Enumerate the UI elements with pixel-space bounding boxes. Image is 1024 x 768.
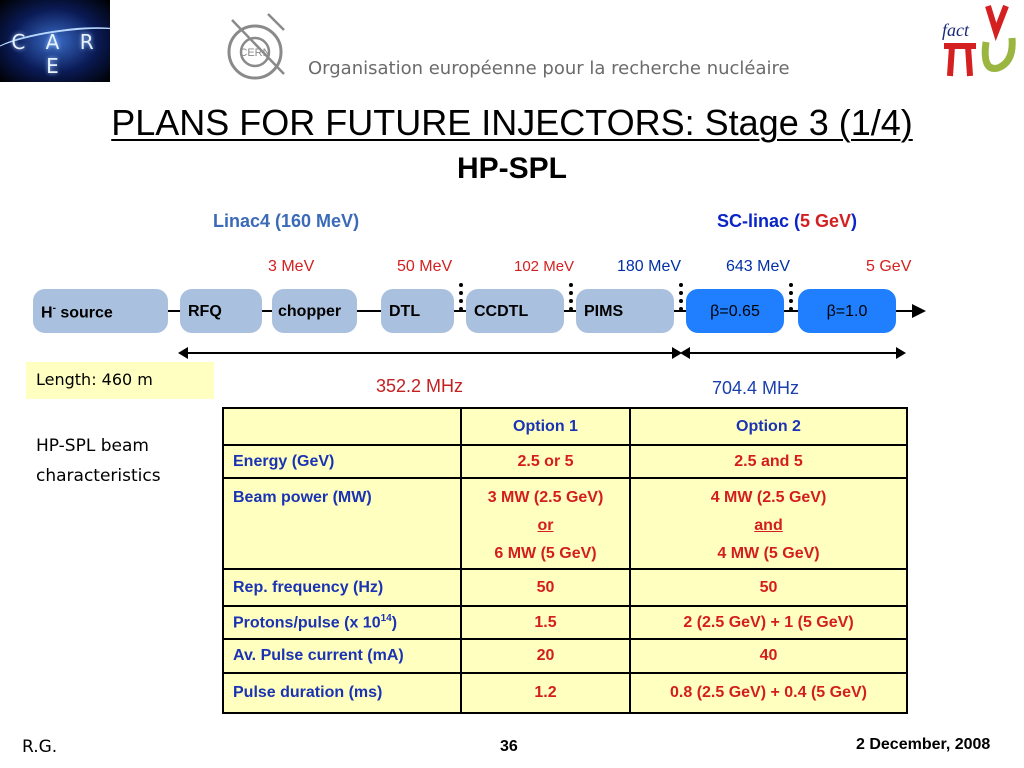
connector: [674, 310, 686, 312]
footer-author: R.G.: [22, 737, 58, 757]
connector: [357, 310, 381, 312]
beam-characteristics-table: Option 1 Option 2 Energy (GeV) 2.5 or 5 …: [222, 407, 908, 714]
separator-dots: [789, 283, 793, 311]
energy-180mev: 180 MeV: [617, 258, 682, 275]
energy-5gev: 5 GeV: [866, 258, 912, 275]
cell-value: 2 (2.5 GeV) + 1 (5 GeV): [629, 605, 908, 640]
cell-value: 50: [460, 568, 631, 607]
connector: [564, 310, 576, 312]
sc-linac-label: SC-linac (5 GeV): [717, 211, 858, 231]
cern-logo-text: CERN: [239, 47, 270, 59]
organisation-name: Organisation européenne pour la recherch…: [308, 58, 790, 79]
table-row: Pulse duration (ms) 1.2 0.8 (2.5 GeV) + …: [222, 672, 908, 714]
span-352mhz: [186, 352, 676, 354]
energy-50mev: 50 MeV: [397, 258, 453, 275]
factv-logo: fact: [942, 4, 1016, 77]
row-label: Beam power (MW): [222, 477, 462, 570]
table-row: Av. Pulse current (mA) 20 40: [222, 638, 908, 674]
arrow-right-icon: [896, 347, 906, 359]
row-label: Protons/pulse (x 1014): [222, 605, 462, 640]
connector: [262, 310, 272, 312]
arrow-right-icon: [672, 347, 682, 359]
arrow-left-icon: [680, 347, 690, 359]
table-row: Beam power (MW) 3 MW (2.5 GeV) or 6 MW (…: [222, 477, 908, 570]
frequency-352: 352.2 MHz: [376, 376, 464, 396]
connector: [454, 310, 466, 312]
cell-value: 3 MW (2.5 GeV) or 6 MW (5 GeV): [460, 477, 631, 570]
chopper-box: chopper: [272, 289, 357, 333]
table-header-option2: Option 2: [629, 407, 908, 446]
cell-value: 2.5 or 5: [460, 444, 631, 479]
ccdtl-box: CCDTL: [466, 289, 564, 333]
cell-value: 20: [460, 638, 631, 674]
page-number: 36: [500, 738, 518, 755]
table-header-option1: Option 1: [460, 407, 631, 446]
beam-arrow-icon: [912, 304, 926, 318]
fact-logo-text: fact: [942, 20, 970, 40]
connector: [784, 310, 798, 312]
footer-date: 2 December, 2008: [856, 736, 991, 753]
cell-value: 50: [629, 568, 908, 607]
table-row: Option 1 Option 2: [222, 407, 908, 446]
slide-title: PLANS FOR FUTURE INJECTORS: Stage 3 (1/4…: [111, 102, 913, 143]
table-row: Energy (GeV) 2.5 or 5 2.5 and 5: [222, 444, 908, 479]
beam-line: [896, 310, 914, 312]
sc-linac-energy: 5 GeV: [800, 211, 852, 231]
slide-subtitle: HP-SPL: [456, 152, 567, 185]
separator-dots: [459, 283, 463, 311]
connector: [168, 310, 180, 312]
beam-characteristics-note: HP-SPL beam characteristics: [36, 436, 161, 486]
row-label: Pulse duration (ms): [222, 672, 462, 714]
table-row: Protons/pulse (x 1014) 1.5 2 (2.5 GeV) +…: [222, 605, 908, 640]
dtl-box: DTL: [381, 289, 454, 333]
frequency-704: 704.4 MHz: [712, 378, 800, 398]
h-source-box: H- source: [33, 289, 168, 333]
care-logo: C A R E: [0, 0, 110, 82]
table-header-empty: [222, 407, 462, 446]
length-note: Length: 460 m: [26, 362, 214, 399]
energy-102mev: 102 MeV: [514, 258, 575, 275]
cell-value: 2.5 and 5: [629, 444, 908, 479]
cell-value: 0.8 (2.5 GeV) + 0.4 (5 GeV): [629, 672, 908, 714]
table-row: Rep. frequency (Hz) 50 50: [222, 568, 908, 607]
beta-065-box: β=0.65: [686, 289, 784, 333]
pims-box: PIMS: [576, 289, 674, 333]
cern-logo: CERN: [227, 13, 285, 80]
span-704mhz: [688, 352, 898, 354]
linac4-label: Linac4 (160 MeV): [213, 211, 360, 231]
row-label: Energy (GeV): [222, 444, 462, 479]
cell-value: 40: [629, 638, 908, 674]
separator-dots: [679, 283, 683, 311]
rfq-box: RFQ: [180, 289, 262, 333]
energy-643mev: 643 MeV: [726, 258, 791, 275]
care-logo-text: C A R E: [11, 30, 101, 78]
row-label: Rep. frequency (Hz): [222, 568, 462, 607]
energy-3mev: 3 MeV: [268, 258, 315, 275]
row-label: Av. Pulse current (mA): [222, 638, 462, 674]
separator-dots: [569, 283, 573, 311]
beta-10-box: β=1.0: [798, 289, 896, 333]
cell-value: 1.5: [460, 605, 631, 640]
arrow-left-icon: [178, 347, 188, 359]
cell-value: 1.2: [460, 672, 631, 714]
cell-value: 4 MW (2.5 GeV) and 4 MW (5 GeV): [629, 477, 908, 570]
